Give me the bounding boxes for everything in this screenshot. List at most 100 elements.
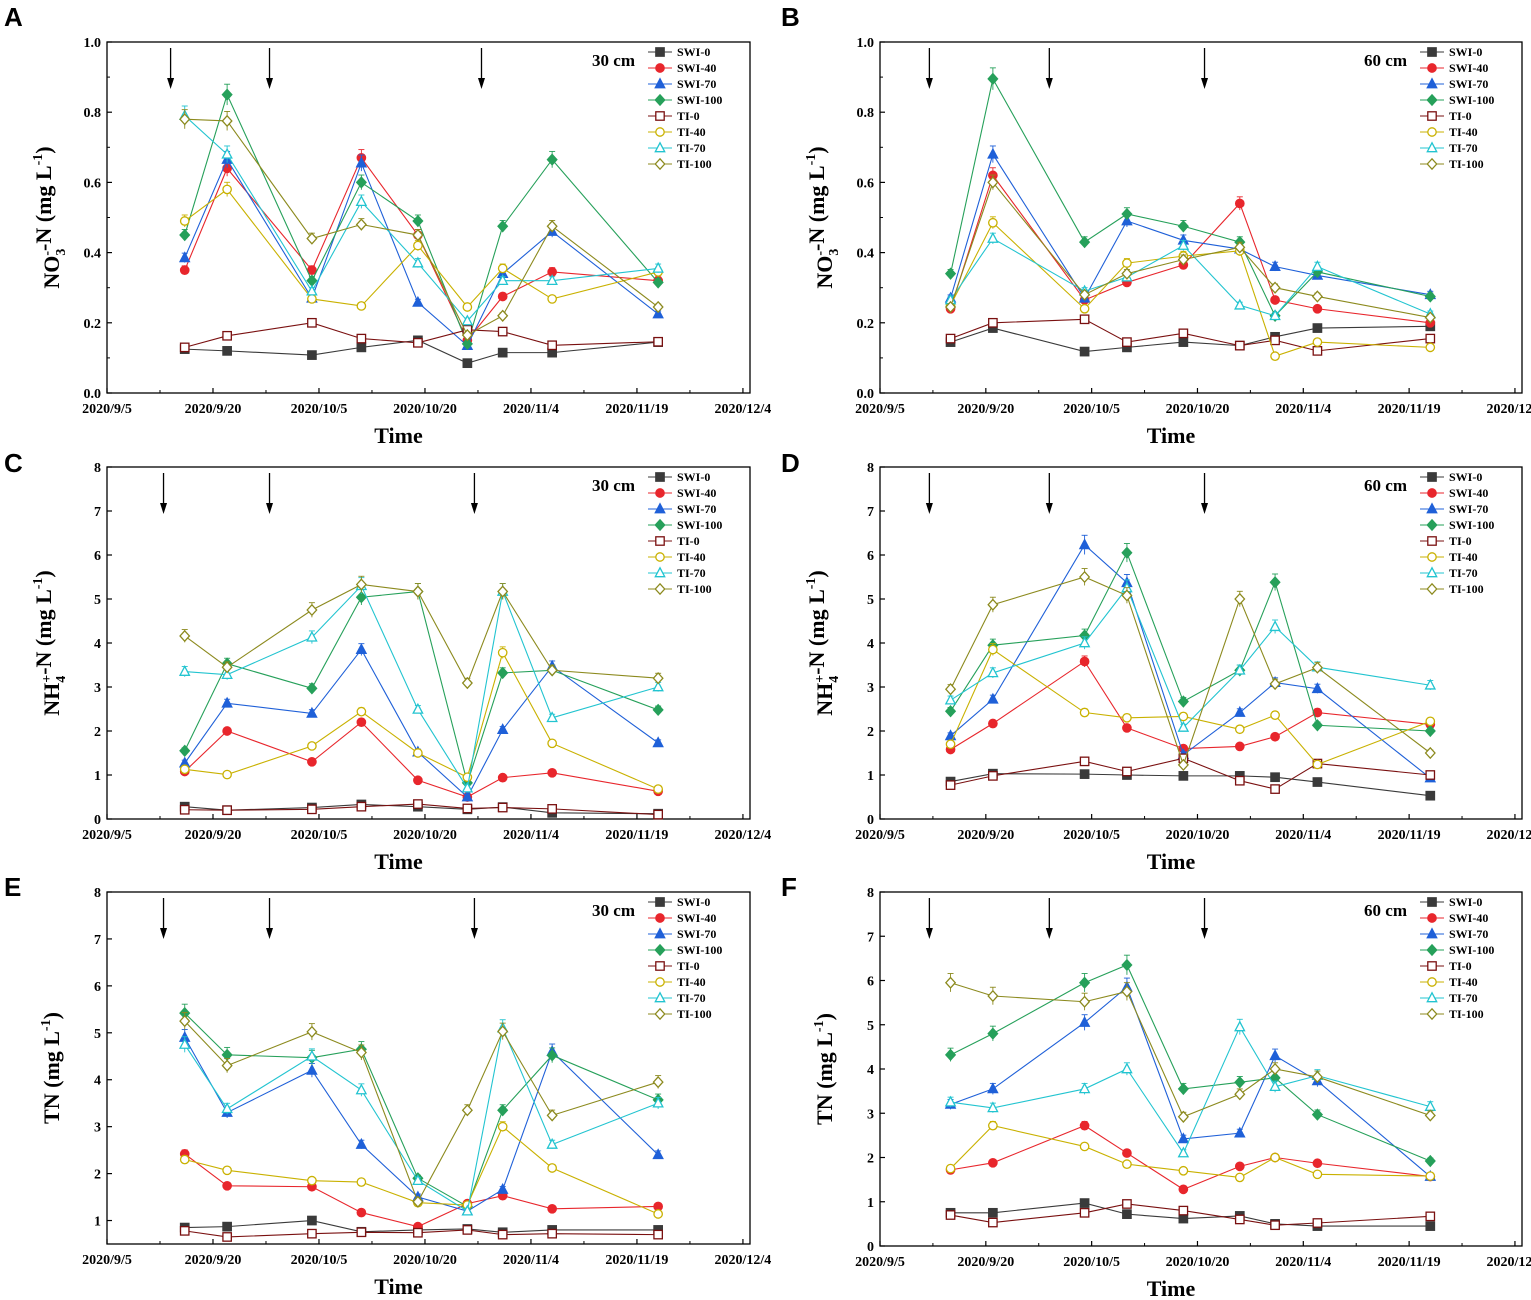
data-point bbox=[1424, 724, 1436, 738]
series-ti-100 bbox=[179, 109, 664, 342]
series-line bbox=[950, 576, 1431, 767]
y-axis-title-part: ) bbox=[31, 146, 56, 153]
data-point bbox=[221, 1059, 233, 1072]
legend-item-ti-70: TI-70 bbox=[1420, 141, 1478, 155]
data-point bbox=[546, 274, 558, 286]
legend-label: SWI-40 bbox=[1449, 61, 1488, 75]
legend-label: TI-100 bbox=[1449, 582, 1484, 596]
data-point bbox=[1234, 1161, 1245, 1172]
data-point bbox=[653, 1229, 663, 1240]
legend-marker bbox=[1426, 141, 1438, 153]
data-point bbox=[1269, 677, 1281, 691]
series-line bbox=[950, 773, 1431, 797]
data-point bbox=[1234, 705, 1246, 717]
x-tick-label: 2020/9/5 bbox=[855, 402, 905, 417]
data-point bbox=[306, 1063, 318, 1075]
series-line bbox=[950, 648, 1431, 766]
data-point bbox=[412, 702, 424, 714]
data-point bbox=[222, 805, 232, 816]
legend-marker bbox=[1426, 518, 1438, 532]
data-point bbox=[1122, 1148, 1132, 1158]
x-tick-label: 2020/10/20 bbox=[393, 828, 457, 843]
data-point bbox=[1177, 253, 1189, 266]
data-point bbox=[355, 1046, 367, 1059]
data-point bbox=[1270, 295, 1280, 305]
data-point bbox=[652, 672, 664, 685]
data-point bbox=[987, 1082, 999, 1094]
panel-f-series-group bbox=[944, 954, 1437, 1231]
panel-a-depth-label: 30 cm bbox=[592, 51, 635, 70]
data-point bbox=[652, 276, 664, 289]
data-point bbox=[222, 1165, 232, 1176]
legend-label: TI-40 bbox=[677, 125, 706, 139]
panel-f-letter: F bbox=[781, 872, 797, 902]
panel-f-x-axis-title: Time bbox=[1147, 1276, 1196, 1300]
legend-marker bbox=[655, 913, 665, 923]
legend-item-ti-40: TI-40 bbox=[1420, 975, 1478, 989]
y-axis-title-part: 3 bbox=[827, 249, 842, 256]
data-point bbox=[1178, 337, 1189, 347]
panel-c-depth-label: 30 cm bbox=[592, 476, 635, 495]
y-tick-label: 2 bbox=[94, 725, 101, 740]
data-point bbox=[1311, 290, 1323, 303]
legend-label: TI-40 bbox=[1449, 550, 1478, 564]
legend-marker bbox=[1427, 961, 1437, 971]
arrow-down-icon bbox=[266, 78, 274, 89]
legend-item-swi-100: SWI-100 bbox=[1420, 943, 1494, 957]
data-point bbox=[1234, 1172, 1245, 1183]
panel-d-y-axis: 0 1 2 3 4 5 6 7 8 bbox=[867, 461, 885, 828]
data-point bbox=[944, 705, 957, 718]
y-tick-label: 5 bbox=[867, 1019, 874, 1034]
legend-marker bbox=[1426, 582, 1438, 596]
panel-f-depth-label: 60 cm bbox=[1364, 901, 1407, 920]
y-axis-title-part: -1 bbox=[39, 1019, 54, 1031]
data-point bbox=[221, 88, 233, 101]
y-axis-title-part: ) bbox=[39, 1012, 64, 1019]
legend-marker bbox=[1426, 927, 1438, 939]
y-tick-label: 6 bbox=[867, 549, 874, 564]
data-point bbox=[988, 1217, 998, 1228]
legend-label: TI-40 bbox=[677, 975, 706, 989]
panel-c-series-group bbox=[178, 575, 664, 820]
data-point bbox=[1311, 719, 1323, 732]
legend-item-swi-100: SWI-100 bbox=[1420, 518, 1494, 532]
legend-label: SWI-0 bbox=[677, 895, 710, 909]
panel-f-arrows bbox=[925, 898, 1209, 939]
series-line bbox=[184, 156, 659, 342]
data-point bbox=[412, 295, 424, 307]
data-point bbox=[497, 1121, 508, 1132]
legend-marker bbox=[1426, 991, 1438, 1003]
series-swi-70 bbox=[944, 145, 1437, 303]
data-point bbox=[1178, 1213, 1189, 1224]
data-point bbox=[222, 1232, 232, 1242]
data-point bbox=[1270, 1220, 1280, 1231]
data-point bbox=[1121, 1062, 1133, 1074]
legend-item-ti-40: TI-40 bbox=[648, 550, 706, 564]
y-tick-label: 0.4 bbox=[857, 247, 875, 262]
series-ti-0 bbox=[179, 317, 663, 353]
data-point bbox=[987, 231, 999, 243]
y-tick-label: 7 bbox=[94, 933, 101, 948]
data-point bbox=[1078, 636, 1091, 648]
panel-e-y-axis: 1 2 3 4 5 6 7 8 bbox=[94, 886, 112, 1230]
data-point bbox=[1311, 1070, 1323, 1084]
y-tick-label: 0.2 bbox=[84, 317, 102, 332]
data-point bbox=[1177, 720, 1190, 732]
x-tick-label: 2020/11/4 bbox=[503, 828, 559, 843]
data-point bbox=[1311, 1108, 1323, 1121]
legend-label: TI-100 bbox=[677, 157, 712, 171]
series-line bbox=[184, 721, 659, 798]
data-point bbox=[461, 1104, 473, 1117]
data-point bbox=[1121, 546, 1133, 559]
data-point bbox=[355, 195, 368, 207]
legend-label: TI-70 bbox=[677, 566, 706, 580]
data-point bbox=[1079, 346, 1090, 357]
data-point bbox=[1078, 1082, 1091, 1094]
legend-marker bbox=[655, 472, 665, 482]
data-point bbox=[987, 72, 999, 86]
series-line bbox=[950, 153, 1431, 300]
y-tick-label: 1 bbox=[94, 1215, 101, 1230]
legend-label: SWI-0 bbox=[1449, 895, 1482, 909]
data-point bbox=[306, 706, 318, 718]
